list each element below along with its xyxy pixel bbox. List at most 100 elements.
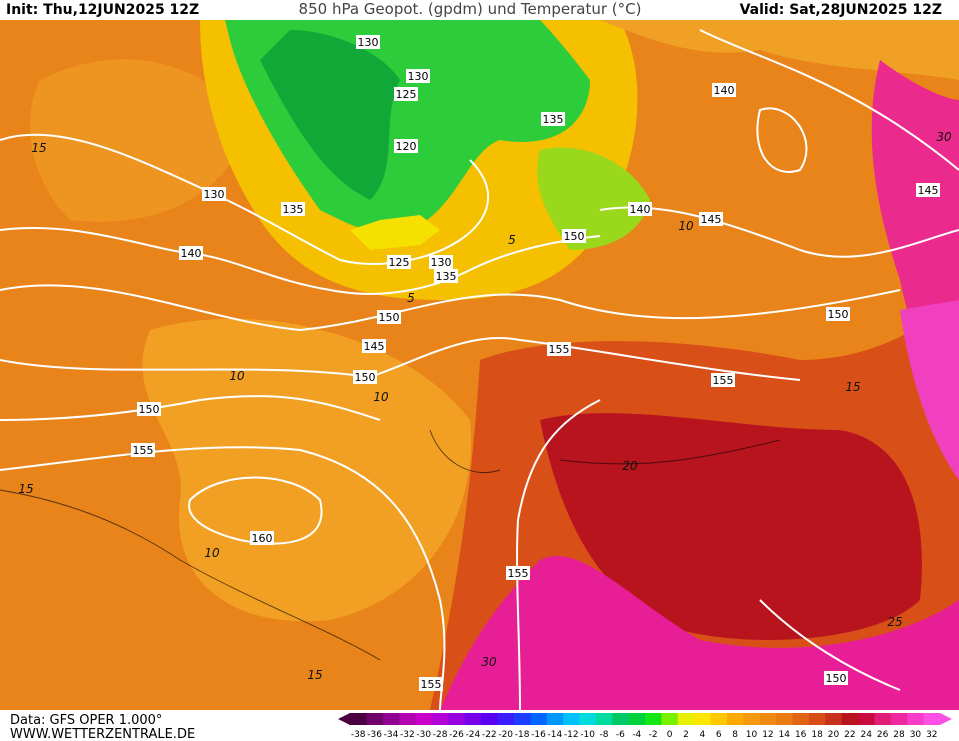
label-box	[916, 183, 940, 197]
label-box	[434, 269, 458, 283]
colorbar-swatch	[481, 713, 498, 725]
label-box	[711, 373, 735, 387]
colorbar-swatch	[808, 713, 826, 725]
label-box	[406, 69, 430, 83]
colorbar-swatch	[776, 713, 793, 725]
geopotential-label: 130	[204, 188, 225, 201]
colorbar-swatch	[399, 713, 417, 725]
colorbar-swatch	[497, 713, 515, 725]
temperature-label: 15	[18, 482, 33, 496]
map	[0, 20, 959, 711]
label-box	[699, 212, 723, 226]
colorbar-label: 28	[893, 730, 905, 740]
colorbar-swatch	[677, 713, 695, 725]
geopotential-label: 145	[364, 340, 385, 353]
colorbar-label: -34	[384, 730, 399, 740]
colorbar-label: -18	[515, 730, 530, 740]
temperature-label: 10	[678, 219, 694, 233]
colorbar-swatch	[858, 713, 875, 725]
colorbar-label: 24	[861, 730, 873, 740]
geopotential-label: 125	[389, 256, 410, 269]
temperature-label: 5	[407, 291, 415, 305]
colorbar-swatch	[579, 713, 597, 725]
colorbar-label: -28	[433, 730, 448, 740]
colorbar-swatch	[448, 713, 466, 725]
colorbar-swatch	[628, 713, 646, 725]
temperature-label: 15	[307, 668, 322, 682]
geopotential-label: 150	[826, 672, 847, 685]
label-box	[394, 139, 418, 153]
colorbar-label: 6	[716, 730, 722, 740]
temperature-label: 25	[887, 615, 902, 629]
geopotential-label: 155	[421, 678, 442, 691]
colorbar-label: -6	[616, 730, 625, 740]
geopotential-label: 135	[283, 203, 304, 216]
label-box	[387, 255, 411, 269]
geopotential-label: 130	[358, 36, 379, 49]
init-time: Init: Thu,12JUN2025 12Z	[6, 2, 199, 18]
colorbar-label: -12	[564, 730, 579, 740]
colorbar-label: -38	[351, 730, 366, 740]
label-box	[202, 187, 226, 201]
colorbar-swatch	[710, 713, 728, 725]
colorbar-label: 22	[844, 730, 855, 740]
label-box	[131, 443, 155, 457]
label-box	[356, 35, 380, 49]
label-box	[429, 255, 453, 269]
label-box	[377, 310, 401, 324]
colorbar-swatch	[743, 713, 761, 725]
label-box	[628, 202, 652, 216]
colorbar-swatch	[874, 713, 892, 725]
data-source: Data: GFS OPER 1.000°	[10, 713, 162, 728]
label-box	[826, 307, 850, 321]
colorbar-swatch	[907, 713, 925, 725]
label-box	[419, 677, 443, 691]
colorbar-label: 14	[779, 730, 791, 740]
label-box	[506, 566, 530, 580]
temperature-label: 10	[373, 390, 389, 404]
colorbar-label: -16	[531, 730, 546, 740]
colorbar-swatch	[825, 713, 843, 725]
colorbar-swatch	[563, 713, 580, 725]
colorbar-arrow	[940, 713, 952, 725]
geopotential-label: 135	[543, 113, 564, 126]
temperature-label: 15	[31, 141, 46, 155]
geopotential-label: 130	[408, 70, 429, 83]
label-box	[394, 87, 418, 101]
geopotential-label: 150	[828, 308, 849, 321]
colorbar-label: -32	[400, 730, 415, 740]
map-title: 850 hPa Geopot. (gpdm) und Temperatur (°…	[299, 0, 642, 18]
colorbar-label: 16	[795, 730, 807, 740]
colorbar-label: -24	[466, 730, 481, 740]
label-box	[541, 112, 565, 126]
geopotential-label: 150	[139, 403, 160, 416]
colorbar-swatch	[694, 713, 712, 725]
geopotential-label: 140	[714, 84, 735, 97]
colorbar-swatch	[792, 713, 810, 725]
geopotential-label: 135	[436, 270, 457, 283]
colorbar-label: 26	[877, 730, 889, 740]
geopotential-label: 155	[713, 374, 734, 387]
label-box	[353, 370, 377, 384]
geopotential-label: 155	[508, 567, 529, 580]
colorbar-swatch	[890, 713, 908, 725]
geopotential-label: 140	[181, 247, 202, 260]
label-box	[547, 342, 571, 356]
colorbar-label: -10	[580, 730, 595, 740]
colorbar-swatch	[366, 713, 384, 725]
colorbar-swatch	[645, 713, 662, 725]
colorbar-label: -4	[632, 730, 641, 740]
temperature-label: 30	[481, 655, 497, 669]
colorbar-label: 4	[699, 730, 705, 740]
label-box	[137, 402, 161, 416]
colorbar-label: 0	[667, 730, 673, 740]
website: WWW.WETTERZENTRALE.DE	[10, 727, 195, 741]
geopotential-label: 150	[564, 230, 585, 243]
label-box	[824, 671, 848, 685]
geopotential-label: 160	[252, 532, 273, 545]
geopotential-label: 150	[379, 311, 400, 324]
geopotential-label: 125	[396, 88, 417, 101]
colorbar-swatch	[530, 713, 548, 725]
colorbar-label: 2	[683, 730, 689, 740]
